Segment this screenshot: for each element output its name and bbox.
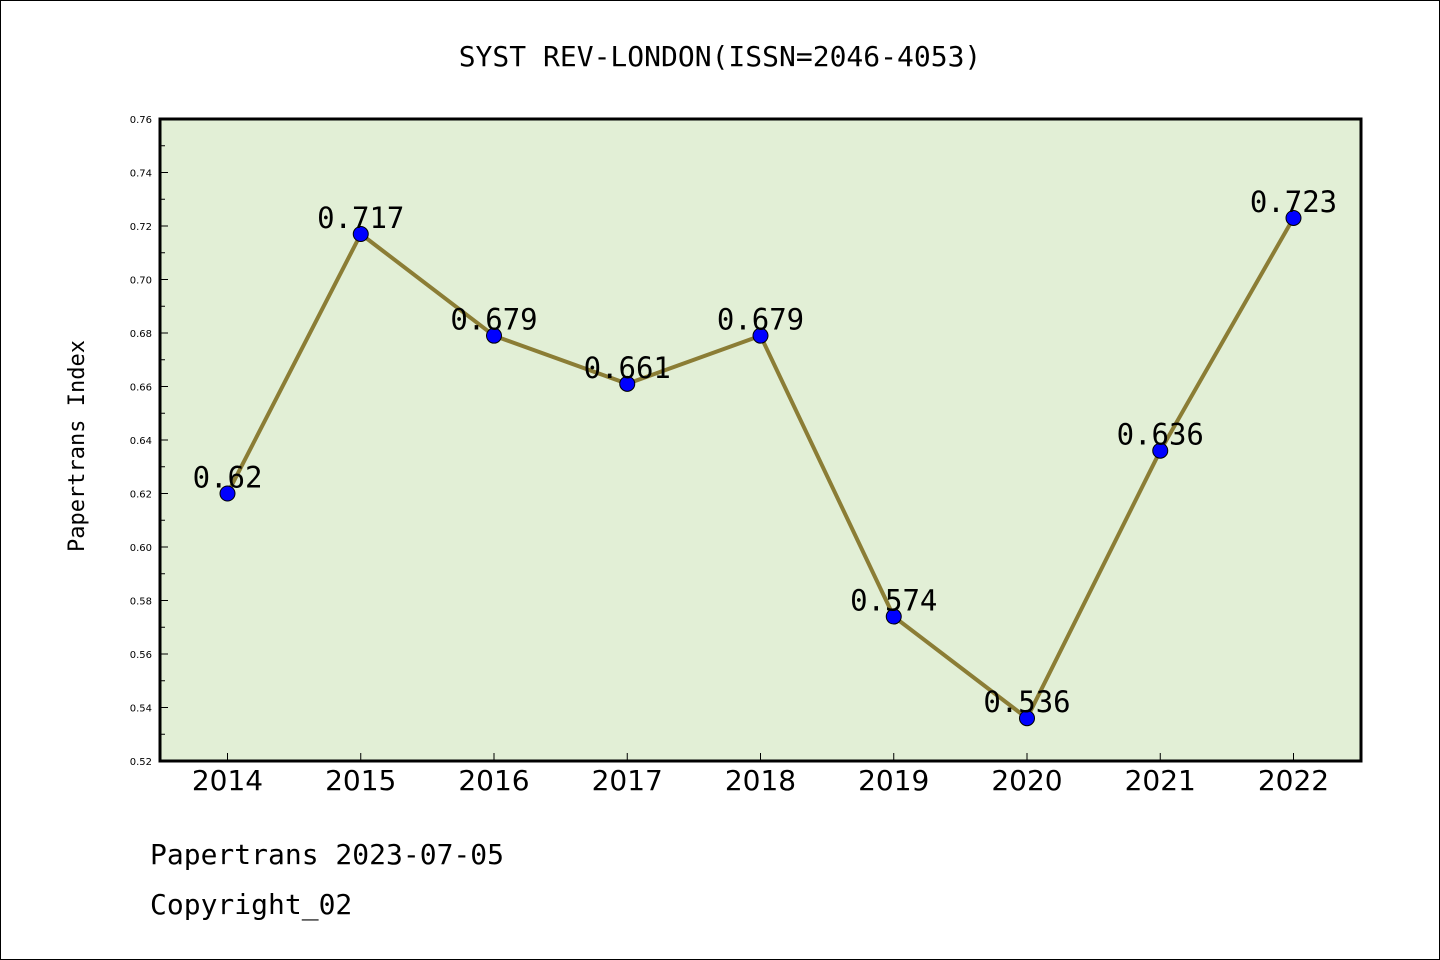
footer-date-text: Papertrans 2023-07-05 [150, 838, 504, 871]
data-label-2020: 0.536 [983, 685, 1070, 719]
data-markers [219, 209, 1302, 727]
y-tick-label: 0.58 [130, 597, 152, 608]
footer-copyright-text: Copyright_02 [150, 888, 352, 922]
y-tick-label: 0.76 [130, 115, 152, 126]
y-tick-label: 0.74 [130, 169, 152, 180]
data-point-2021[interactable] [1152, 442, 1169, 459]
data-point-2014[interactable] [219, 485, 236, 502]
data-point-2022[interactable] [1285, 209, 1302, 226]
data-point-2019[interactable] [885, 608, 902, 625]
data-label-2019: 0.574 [850, 584, 937, 618]
axis-ticks: 0.52 0.54 0.56 0.58 0.60 0.62 0.64 0.66 0.68 0.70… [130, 115, 1329, 797]
y-tick-label: 0.62 [130, 490, 152, 501]
data-label-2017: 0.661 [584, 351, 671, 385]
data-point-2017[interactable] [619, 375, 636, 392]
x-tick-label: 2015 [325, 764, 396, 797]
data-point-2020[interactable] [1019, 710, 1035, 727]
data-point-2016[interactable] [486, 327, 502, 344]
chart-title: SYST REV-LONDON(ISSN=2046-4053) [459, 40, 982, 73]
data-label-2014: 0.62 [193, 461, 263, 495]
y-tick-label: 0.64 [130, 436, 152, 447]
x-tick-label: 2016 [458, 764, 529, 797]
data-point-2018[interactable] [752, 327, 769, 344]
x-tick-label: 2018 [725, 764, 796, 797]
y-tick-label: 0.70 [130, 276, 152, 287]
data-point-2015[interactable] [352, 226, 369, 243]
x-tick-label: 2019 [858, 764, 929, 797]
data-label-2016: 0.679 [450, 303, 537, 337]
y-tick-label: 0.56 [130, 650, 152, 661]
y-tick-label: 0.72 [130, 222, 152, 233]
y-tick-label: 0.60 [130, 543, 152, 554]
x-tick-label: 2022 [1258, 764, 1329, 797]
x-tick-label: 2020 [991, 764, 1062, 797]
y-tick-label: 0.52 [130, 757, 152, 768]
plot-area [158, 117, 1363, 763]
y-tick-label: 0.66 [130, 383, 152, 394]
data-label-2015: 0.717 [317, 201, 404, 235]
y-tick-label: 0.68 [130, 329, 152, 340]
x-tick-label: 2017 [592, 764, 663, 797]
data-label-2021: 0.636 [1117, 418, 1204, 452]
data-label-2018: 0.679 [717, 303, 804, 337]
y-axis-label: Papertrans Index [65, 340, 90, 552]
data-labels: 0.62 0.717 0.679 0.661 0.679 0.574 0.536 0.636 0… [193, 185, 1338, 719]
data-label-2022: 0.723 [1250, 185, 1337, 219]
x-tick-label: 2021 [1125, 764, 1196, 797]
x-tick-label: 2014 [192, 764, 263, 797]
y-tick-label: 0.54 [130, 704, 152, 715]
